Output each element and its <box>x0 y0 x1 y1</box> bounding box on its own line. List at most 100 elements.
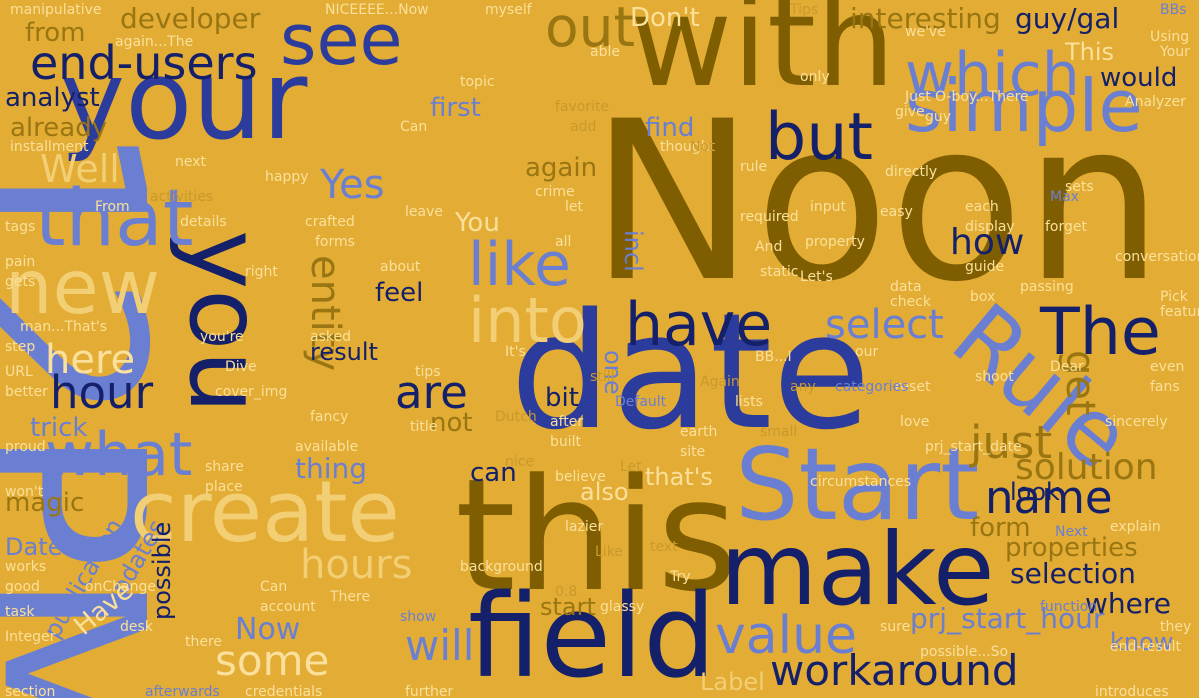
cloud-word: where <box>1085 587 1171 620</box>
cloud-word: section <box>5 684 56 698</box>
cloud-word: field <box>468 570 717 698</box>
cloud-word: guide <box>965 259 1005 275</box>
cloud-word: built <box>550 434 582 450</box>
cloud-word: Dear <box>1050 359 1084 375</box>
cloud-word: display <box>965 219 1015 235</box>
cloud-word: data <box>890 279 922 295</box>
cloud-word: incl <box>619 230 647 272</box>
cloud-word: any <box>790 379 816 395</box>
cloud-word: Not <box>690 139 715 155</box>
cloud-word: Label <box>700 668 765 696</box>
cloud-word: It's <box>505 344 526 360</box>
cloud-word: find <box>645 113 695 143</box>
cloud-word: that <box>35 174 194 264</box>
cloud-word: There <box>330 589 371 605</box>
cloud-word: see <box>280 0 403 81</box>
cloud-word: easy <box>880 204 913 220</box>
cloud-word: Next <box>1055 524 1088 540</box>
cloud-word: first <box>430 93 481 123</box>
cloud-word: Max <box>1050 189 1079 205</box>
cloud-word: Your <box>1160 44 1190 60</box>
cloud-word: task <box>5 604 35 620</box>
cloud-word: sets <box>1065 179 1094 195</box>
cloud-word: all <box>555 234 572 250</box>
cloud-word: which <box>905 40 1080 110</box>
cloud-word: form <box>970 513 1031 543</box>
cloud-word: available <box>295 439 359 455</box>
cloud-word: love <box>900 414 930 430</box>
cloud-word: you're <box>200 329 244 345</box>
cloud-word: conversation <box>1115 249 1199 265</box>
cloud-word: out <box>545 0 636 59</box>
cloud-word: leave <box>405 204 443 220</box>
cloud-word: crafted <box>305 214 355 230</box>
cloud-word: proud <box>5 439 46 455</box>
cloud-word: about <box>380 259 421 275</box>
cloud-word: Just <box>905 89 931 105</box>
cloud-word: box <box>970 289 996 305</box>
cloud-word: select <box>825 302 944 348</box>
cloud-word: after <box>550 414 584 430</box>
cloud-word: Start <box>735 426 980 543</box>
cloud-word: from <box>25 18 86 48</box>
cloud-word: each <box>965 199 999 215</box>
cloud-word: hour <box>50 366 154 419</box>
cloud-word: are <box>395 366 468 419</box>
cloud-word: how <box>950 222 1025 263</box>
cloud-word: again...The <box>115 34 194 50</box>
cloud-word: even <box>1150 359 1185 375</box>
cloud-word: here <box>45 337 136 383</box>
cloud-word: simple <box>905 64 1143 148</box>
cloud-word: Dive <box>225 359 257 375</box>
cloud-word: explain <box>1110 519 1161 535</box>
cloud-word: Well <box>40 147 120 191</box>
cloud-word: only <box>800 69 830 85</box>
cloud-word: crime <box>535 184 575 200</box>
cloud-word: value <box>715 606 858 666</box>
cloud-word: introduces <box>1095 684 1169 698</box>
cloud-word: selection <box>1010 557 1136 590</box>
cloud-word: believe <box>555 469 606 485</box>
cloud-word: share <box>205 459 244 475</box>
cloud-word: name <box>985 471 1113 524</box>
cloud-word: static <box>760 264 799 280</box>
cloud-word: input <box>810 199 847 215</box>
cloud-word: possible <box>148 521 176 620</box>
cloud-word: but <box>765 100 873 175</box>
cloud-word: circumstances <box>810 474 912 490</box>
cloud-word: thought <box>660 139 716 155</box>
cloud-word: Noon <box>590 74 1164 330</box>
cloud-word: interesting <box>850 2 1001 35</box>
cloud-word: details <box>180 214 227 230</box>
cloud-word: rule <box>740 159 768 175</box>
cloud-word: lists <box>735 394 763 410</box>
cloud-word: Tips <box>790 2 819 18</box>
cloud-word: site <box>680 444 706 460</box>
cloud-word: desk <box>120 619 153 635</box>
cloud-word: onChange <box>85 579 157 595</box>
cloud-word: afterwards <box>145 684 220 698</box>
cloud-word: they <box>1160 619 1192 635</box>
cloud-word: Like <box>595 544 623 560</box>
cloud-word: make <box>720 511 995 628</box>
cloud-word: earth <box>680 424 718 440</box>
cloud-word: forms <box>315 234 355 250</box>
cloud-word: shoot <box>975 369 1014 385</box>
cloud-word: show <box>400 609 437 625</box>
cloud-word: into <box>468 284 587 357</box>
cloud-word: The <box>1040 295 1161 370</box>
cloud-word: again <box>525 153 598 183</box>
cloud-word: right <box>245 264 278 280</box>
cloud-word: our <box>855 344 879 360</box>
cloud-word: analyst <box>5 83 100 113</box>
cloud-word: date <box>510 278 871 465</box>
cloud-word: text <box>650 539 678 555</box>
cloud-word: there <box>185 634 223 650</box>
cloud-word: 0.8 <box>555 584 578 600</box>
cloud-word: possible...So <box>920 644 1009 660</box>
cloud-word: what <box>45 420 193 490</box>
cloud-word: You <box>455 208 500 238</box>
cloud-word: BB...I <box>755 349 792 365</box>
cloud-word: sincerely <box>1105 414 1168 430</box>
